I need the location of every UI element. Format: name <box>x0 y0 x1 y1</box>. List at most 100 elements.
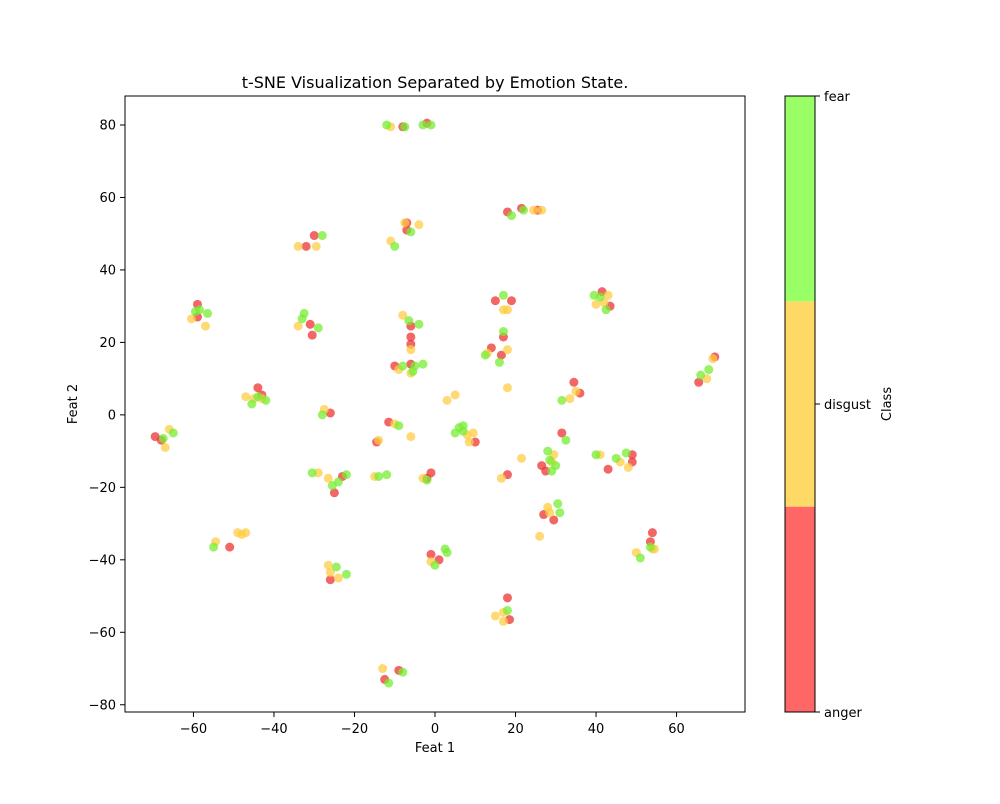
point-disgust <box>333 573 343 583</box>
point-fear <box>506 211 516 221</box>
point-fear <box>333 477 343 487</box>
point-fear <box>394 421 404 431</box>
point-fear <box>543 446 553 456</box>
point-fear <box>209 542 219 552</box>
point-fear <box>591 450 601 460</box>
point-anger <box>301 241 311 251</box>
point-fear <box>621 448 631 458</box>
point-fear <box>382 470 392 480</box>
point-fear <box>498 327 508 337</box>
point-disgust <box>442 395 452 405</box>
point-anger <box>549 515 559 525</box>
point-fear <box>168 428 178 438</box>
point-fear <box>374 471 384 481</box>
y-tick-label: −60 <box>89 626 116 641</box>
point-fear <box>384 678 394 688</box>
point-fear <box>341 470 351 480</box>
point-disgust <box>496 473 506 483</box>
point-fear <box>422 475 432 485</box>
point-fear <box>502 606 512 616</box>
point-fear <box>551 461 561 471</box>
point-disgust <box>591 299 601 309</box>
point-fear <box>595 292 605 302</box>
point-disgust <box>498 616 508 626</box>
point-disgust <box>502 383 512 393</box>
point-fear <box>317 410 327 420</box>
x-tick-label: −60 <box>180 722 207 737</box>
chart-title: t-SNE Visualization Separated by Emotion… <box>242 73 629 92</box>
point-fear <box>418 359 428 369</box>
point-anger <box>557 428 567 438</box>
point-anger <box>490 296 500 306</box>
point-disgust <box>623 462 633 472</box>
point-fear <box>247 399 257 409</box>
point-disgust <box>293 241 303 251</box>
point-anger <box>309 231 319 241</box>
point-disgust <box>545 508 555 518</box>
point-fear <box>557 395 567 405</box>
point-disgust <box>502 345 512 355</box>
point-anger <box>329 488 339 498</box>
point-fear <box>635 553 645 563</box>
point-disgust <box>529 205 539 215</box>
point-fear <box>406 227 416 237</box>
point-disgust <box>603 290 613 300</box>
point-disgust <box>160 442 170 452</box>
point-disgust <box>450 390 460 400</box>
point-fear <box>696 370 706 380</box>
point-disgust <box>201 321 211 331</box>
point-fear <box>398 667 408 677</box>
point-fear <box>601 305 611 315</box>
point-fear <box>494 357 504 367</box>
point-disgust <box>490 611 500 621</box>
x-tick-label: 40 <box>588 722 605 737</box>
point-disgust <box>241 528 251 538</box>
point-fear <box>299 308 309 318</box>
point-fear <box>194 305 204 315</box>
point-disgust <box>323 560 333 570</box>
point-fear <box>331 562 341 572</box>
point-fear <box>410 361 420 371</box>
point-anger <box>307 330 317 340</box>
point-disgust <box>398 310 408 320</box>
point-anger <box>694 377 704 387</box>
x-axis: −60 −40 −20 0 20 40 60 <box>180 712 685 737</box>
colorbar-tick-label-disgust: disgust <box>824 398 871 413</box>
point-fear <box>611 453 621 463</box>
point-fear <box>400 122 410 132</box>
point-disgust <box>406 432 416 442</box>
point-disgust <box>325 567 335 577</box>
point-disgust <box>517 453 527 463</box>
point-disgust <box>502 305 512 315</box>
point-disgust <box>464 437 474 447</box>
x-tick-label: 60 <box>668 722 685 737</box>
point-disgust <box>241 392 251 402</box>
point-anger <box>502 593 512 603</box>
point-disgust <box>311 241 321 251</box>
y-tick-label: 40 <box>99 263 116 278</box>
point-anger <box>603 464 613 474</box>
y-axis-label: Feat 2 <box>66 384 81 424</box>
point-fear <box>442 548 452 558</box>
y-tick-label: −40 <box>89 553 116 568</box>
point-fear <box>561 435 571 445</box>
colorbar: anger disgust fear <box>784 90 871 721</box>
point-fear <box>382 120 392 130</box>
point-anger <box>305 319 315 329</box>
point-fear <box>414 319 424 329</box>
point-anger <box>506 296 516 306</box>
y-tick-label: −80 <box>89 698 116 713</box>
x-tick-label: 20 <box>507 722 524 737</box>
point-fear <box>398 361 408 371</box>
colorbar-segment-fear <box>785 96 815 302</box>
point-fear <box>253 392 263 402</box>
point-disgust <box>323 473 333 483</box>
point-anger <box>225 542 235 552</box>
point-disgust <box>468 428 478 438</box>
point-fear <box>317 231 327 241</box>
y-tick-label: −20 <box>89 481 116 496</box>
point-anger <box>426 468 436 478</box>
point-anger <box>325 575 335 585</box>
colorbar-tick-label-anger: anger <box>824 706 862 721</box>
